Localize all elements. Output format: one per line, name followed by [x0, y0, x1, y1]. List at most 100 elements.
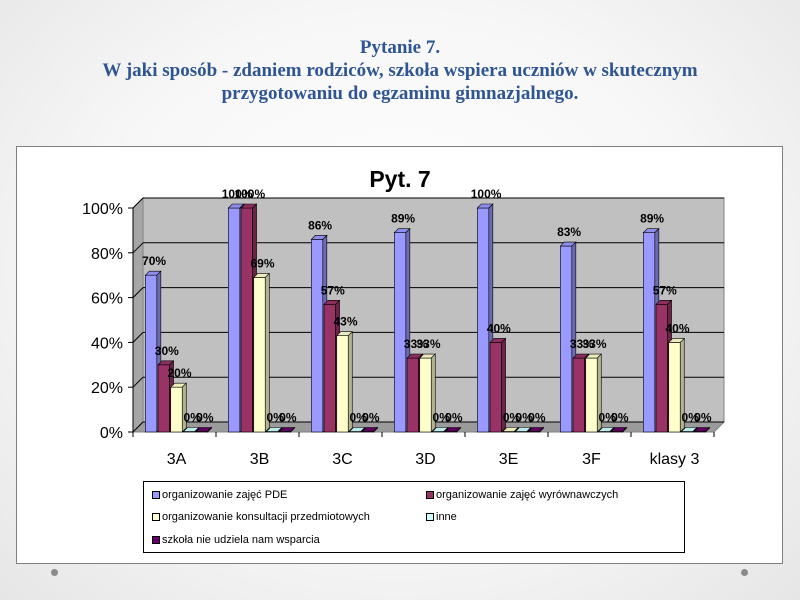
- bar-side: [609, 426, 615, 433]
- x-tick-label: 3C: [332, 451, 352, 468]
- bar-side: [443, 426, 449, 433]
- data-label: 40%: [665, 321, 689, 335]
- bar-side: [705, 426, 710, 433]
- data-label: 0%: [350, 411, 368, 425]
- data-label: 89%: [640, 212, 664, 226]
- bar-side: [513, 426, 519, 433]
- data-label: 0%: [362, 411, 380, 425]
- legend-item: organizowanie konsultacji przedmiotowych: [152, 510, 370, 524]
- data-label: 83%: [557, 225, 581, 239]
- bar-front: [406, 357, 419, 433]
- data-label: 89%: [391, 212, 415, 226]
- bar-front: [489, 342, 502, 433]
- plot-side-wall: [132, 196, 144, 434]
- data-label: 86%: [308, 218, 332, 232]
- legend-swatch: [152, 491, 160, 499]
- gridline-side: [132, 376, 144, 388]
- data-label: 0%: [611, 411, 629, 425]
- data-label: 69%: [250, 256, 274, 270]
- data-label: 0%: [196, 411, 214, 425]
- legend-label: organizowanie zajęć PDE: [162, 489, 288, 501]
- legend-swatch: [426, 513, 434, 521]
- data-label: 0%: [516, 411, 534, 425]
- bar-side: [501, 337, 506, 433]
- bar-front: [585, 357, 598, 433]
- data-label: 0%: [503, 411, 521, 425]
- chart-legend: organizowanie zajęć PDE organizowanie zaj…: [143, 481, 685, 553]
- data-label: 100%: [222, 187, 253, 201]
- bar-front: [170, 386, 183, 433]
- bar-side: [264, 272, 270, 433]
- bar-front: [477, 207, 490, 433]
- bar-side: [596, 353, 602, 433]
- bar-front: [336, 335, 349, 433]
- bar-side: [679, 337, 685, 433]
- y-tick-label: 80%: [91, 246, 123, 263]
- bar-front: [311, 239, 324, 433]
- y-tick-label: 40%: [91, 335, 123, 352]
- bar-front: [228, 207, 241, 433]
- data-label: 57%: [321, 283, 345, 297]
- gridline-side: [132, 287, 144, 298]
- data-label: 100%: [234, 187, 265, 201]
- nav-dot-right: [741, 569, 748, 576]
- chart-title: Pyt. 7: [369, 166, 430, 192]
- bar-side: [347, 330, 353, 433]
- legend-label: organizowanie konsultacji przedmiotowych: [162, 511, 370, 523]
- data-label: 33%: [404, 337, 428, 351]
- bar-side: [181, 382, 187, 433]
- bar-front: [419, 357, 432, 433]
- slide-title-line-3: przygotowaniu do egzaminu gimnazjalnego.: [221, 83, 579, 104]
- data-label: 0%: [682, 411, 700, 425]
- nav-dot-left: [51, 569, 58, 576]
- gridline-side: [132, 421, 144, 433]
- bar-front: [572, 357, 585, 433]
- bar-front: [240, 207, 253, 433]
- gridline-side: [132, 332, 144, 343]
- bar-side: [360, 426, 366, 433]
- data-label: 100%: [471, 187, 502, 201]
- x-tick-label: 3E: [499, 451, 519, 468]
- bar-side: [692, 426, 698, 433]
- y-tick-label: 0%: [100, 425, 123, 442]
- data-label: 20%: [167, 366, 191, 380]
- legend-item: szkoła nie udziela nam wsparcia: [152, 533, 320, 547]
- data-label: 0%: [279, 411, 297, 425]
- bar-side: [539, 426, 544, 433]
- data-label: 0%: [694, 411, 712, 425]
- legend-label: szkoła nie udziela nam wsparcia: [162, 534, 320, 546]
- bar-front: [643, 232, 656, 433]
- bar-side: [277, 426, 283, 433]
- x-tick-label: 3F: [582, 451, 601, 468]
- bar-front: [253, 277, 266, 433]
- gridline-side: [132, 197, 144, 209]
- data-label: 33%: [570, 337, 594, 351]
- legend-swatch: [152, 513, 160, 521]
- legend-swatch: [426, 491, 434, 499]
- x-tick-label: 3D: [415, 451, 435, 468]
- y-tick-label: 20%: [91, 380, 123, 397]
- legend-label: organizowanie zajęć wyrównawczych: [436, 489, 619, 501]
- y-tick-label: 60%: [91, 291, 123, 308]
- legend-item: inne: [426, 510, 457, 524]
- data-label: 57%: [653, 283, 677, 297]
- data-label: 0%: [267, 411, 285, 425]
- bar-side: [194, 426, 200, 433]
- gridline-side: [132, 242, 144, 254]
- y-tick-label: 100%: [82, 201, 123, 218]
- bar-side: [207, 426, 212, 433]
- data-label: 30%: [155, 344, 179, 358]
- slide-title-line-1: Pytanie 7.: [359, 37, 441, 58]
- x-tick-label: klasy 3: [650, 451, 700, 468]
- legend-item: organizowanie zajęć PDE: [152, 488, 287, 502]
- legend-swatch: [152, 536, 160, 544]
- data-label: 0%: [184, 411, 202, 425]
- slide-title-line-2: W jaki sposób - zdaniem rodziców, szkoła…: [102, 60, 698, 81]
- data-label: 0%: [528, 411, 546, 425]
- data-label: 43%: [333, 315, 357, 329]
- bar-side: [526, 426, 532, 433]
- bar-front: [394, 232, 407, 433]
- x-tick-label: 3B: [250, 451, 270, 468]
- x-tick-label: 3A: [167, 451, 187, 468]
- bar-side: [430, 353, 436, 433]
